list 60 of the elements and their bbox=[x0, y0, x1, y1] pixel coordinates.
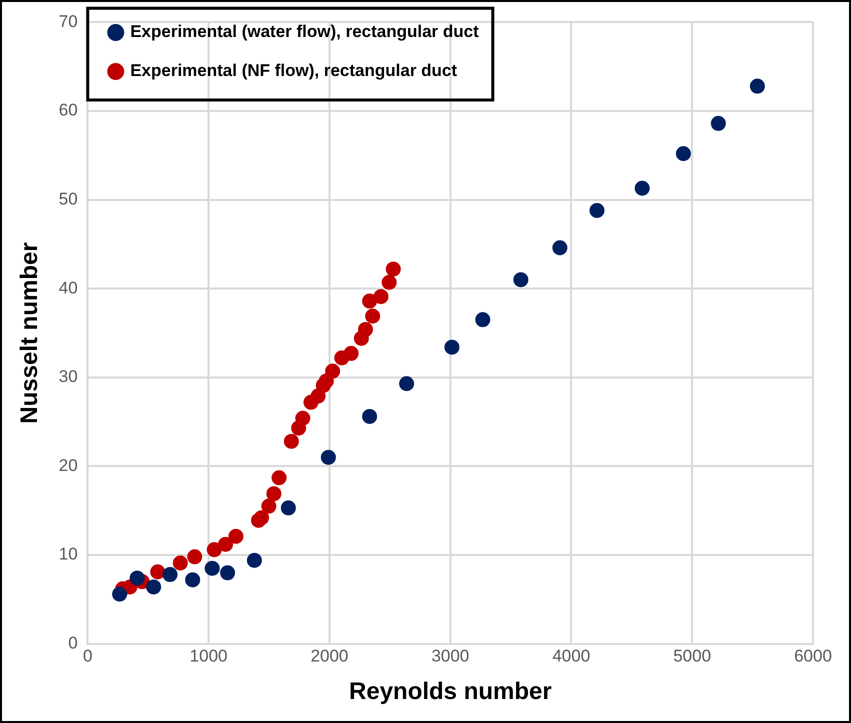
legend-label: Experimental (water flow), rectangular duct bbox=[130, 22, 480, 42]
point bbox=[382, 274, 397, 290]
x-tick-label: 2000 bbox=[310, 646, 348, 666]
point bbox=[272, 470, 287, 486]
point bbox=[204, 560, 220, 576]
point bbox=[444, 340, 460, 355]
point bbox=[513, 272, 528, 288]
point bbox=[362, 294, 378, 309]
point bbox=[206, 542, 222, 558]
point bbox=[187, 549, 202, 564]
point bbox=[676, 146, 691, 162]
point bbox=[112, 586, 128, 602]
y-tick-label: 60 bbox=[58, 100, 78, 120]
point bbox=[254, 510, 270, 526]
point bbox=[373, 289, 388, 304]
point bbox=[295, 410, 310, 426]
y-axis-title: Nusselt number bbox=[16, 242, 44, 424]
point bbox=[634, 180, 650, 196]
point bbox=[320, 450, 336, 465]
point bbox=[710, 116, 726, 131]
point bbox=[386, 262, 401, 277]
point bbox=[358, 322, 373, 337]
x-tick-label: 0 bbox=[82, 646, 92, 666]
point bbox=[266, 486, 282, 502]
point bbox=[365, 308, 380, 324]
y-tick-label: 40 bbox=[58, 278, 78, 298]
point bbox=[228, 528, 244, 544]
point bbox=[220, 565, 236, 580]
point bbox=[172, 555, 188, 570]
x-tick-label: 6000 bbox=[794, 646, 832, 666]
y-tick-label: 0 bbox=[68, 633, 78, 652]
point bbox=[589, 202, 604, 218]
legend-label: Experimental (NF flow), rectangular duct bbox=[130, 61, 458, 80]
y-tick-label: 50 bbox=[58, 189, 78, 208]
y-tick-label: 30 bbox=[58, 367, 78, 386]
point bbox=[261, 498, 276, 514]
point bbox=[475, 312, 490, 328]
y-tick-label: 20 bbox=[58, 456, 78, 475]
point bbox=[218, 536, 234, 552]
point bbox=[399, 376, 414, 392]
point bbox=[130, 570, 145, 586]
y-tick-label: 70 bbox=[58, 12, 78, 31]
x-tick-label: 5000 bbox=[673, 646, 712, 666]
point bbox=[362, 408, 378, 424]
point bbox=[280, 500, 296, 516]
point bbox=[552, 240, 568, 256]
point bbox=[146, 579, 162, 594]
point bbox=[162, 567, 178, 582]
point bbox=[185, 572, 200, 588]
point bbox=[750, 78, 765, 94]
point bbox=[325, 364, 340, 379]
point bbox=[344, 346, 359, 361]
x-tick-label: 4000 bbox=[552, 646, 590, 666]
y-tick-label: 10 bbox=[58, 544, 78, 564]
x-tick-label: 3000 bbox=[431, 646, 470, 666]
point bbox=[246, 552, 262, 568]
x-tick-label: 1000 bbox=[190, 646, 228, 666]
point bbox=[150, 564, 166, 580]
point bbox=[284, 434, 299, 449]
x-axis-title: Reynolds number bbox=[349, 678, 552, 706]
